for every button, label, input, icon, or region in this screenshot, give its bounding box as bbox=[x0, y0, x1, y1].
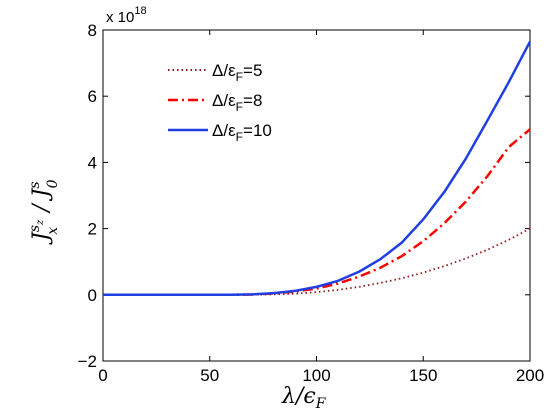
x-tick-label: 100 bbox=[302, 366, 330, 385]
legend-label-delta10: Δ/εF=10 bbox=[212, 121, 272, 144]
legend-label-delta8: Δ/εF=8 bbox=[212, 91, 262, 114]
y-tick-label: 4 bbox=[88, 153, 97, 172]
y-tick-label: −2 bbox=[78, 352, 97, 371]
x-axis-title: λ/ϵF bbox=[281, 384, 327, 411]
x-tick-label: 50 bbox=[200, 366, 219, 385]
y-exponent-label: x 1018 bbox=[106, 5, 147, 26]
x-tick-label: 150 bbox=[409, 366, 437, 385]
x-tick-label: 200 bbox=[516, 366, 544, 385]
legend-label-delta5: Δ/εF=5 bbox=[212, 61, 262, 84]
plot-area bbox=[102, 29, 531, 362]
y-tick-label: 6 bbox=[88, 87, 97, 106]
y-axis-title: Jszx / Js 0 bbox=[27, 179, 61, 245]
legend: Δ/εF=5 Δ/εF=8 Δ/εF=10 bbox=[168, 61, 272, 144]
x-tick-label: 0 bbox=[98, 366, 107, 385]
series-lines bbox=[103, 40, 532, 297]
svg-text:Jszx / Js0: Jszx / Js 0 bbox=[27, 179, 61, 245]
y-tick-label: 0 bbox=[88, 286, 97, 305]
y-tick-label: 8 bbox=[88, 21, 97, 40]
y-tick-label: 2 bbox=[88, 220, 97, 239]
series-line-3 bbox=[103, 40, 532, 297]
